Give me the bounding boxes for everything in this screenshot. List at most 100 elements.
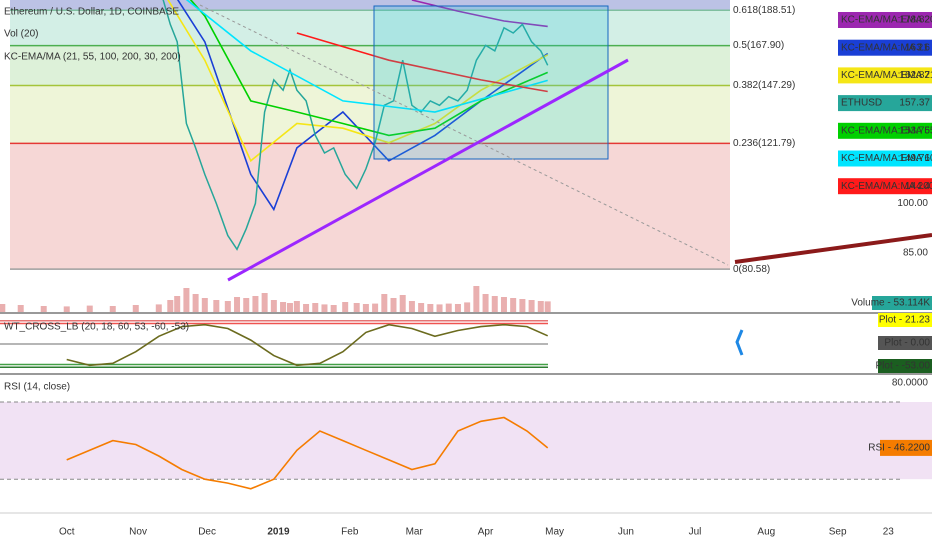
plot-tag-label: Plot - 0.00 [884,338,930,349]
value-tag [838,178,932,195]
volume-bar [261,293,268,312]
y-tick-label: 85.00 [903,248,928,259]
volume-bar [408,301,415,312]
tag-value: 157.37 [899,98,930,109]
volume-bar [544,301,551,312]
fib-band [10,45,730,86]
volume-bar [321,304,328,312]
rsi-band [0,402,932,480]
volume-bar [286,303,293,312]
volume-bar [201,298,208,312]
volume-bar [293,301,300,312]
drawings [0,4,932,514]
tag-value: 178.82 [899,15,930,26]
plot-tag [878,359,932,373]
volume-bar [109,306,116,312]
volume-bar [63,306,70,312]
volume-tag-label: Volume - 53.114K [851,298,930,309]
x-tick-label: Sep [829,527,847,538]
x-tick-label: Aug [757,527,775,538]
volume-bar [491,296,498,312]
ray-line [734,233,932,264]
volume-bar [464,302,471,312]
volume-bar [86,305,93,312]
volume-bar [0,304,6,312]
tag-name: ETHUSD [841,98,882,109]
fib-label: 0.382(147.29) [733,80,795,91]
volume-bar [213,300,220,312]
tag-value: 162.87 [899,70,930,81]
volume-bar [224,301,231,312]
value-tag [880,439,932,456]
volume-bar [280,302,287,312]
fib-band [10,85,730,144]
volume-bar [155,304,162,312]
tag-name: KC-EMA/MA:EMA 100 [841,153,932,164]
diagonal-line [199,4,729,266]
volume-bar [399,295,406,312]
volume-bar [174,296,181,312]
volume-bar [270,300,277,312]
value-tag [838,39,932,56]
fib-top-band [10,0,730,11]
box-drawing [373,5,609,160]
pane-subtitle: KC-EMA/MA (21, 55, 100, 200, 30, 200) [4,52,181,63]
volume-bar [528,300,535,312]
x-tick-label: Dec [198,527,216,538]
volume-bar [390,298,397,312]
tag-value: 149.76 [899,153,930,164]
series-line [162,0,549,251]
x-tick-label: Apr [478,527,494,538]
x-tick-label: May [545,527,564,538]
x-tick-label: 23 [883,527,895,538]
volume-bar [330,305,337,312]
tag-label: RSI - 46.2200 [868,443,930,454]
series-line [66,416,549,490]
value-tag [838,150,932,167]
tag-name: KC-EMA/MA:MA 200 [841,181,932,192]
volume-bar [445,303,452,312]
y-tick-label: 80.0000 [892,377,929,388]
volume-bar [519,299,526,312]
plot-tag [878,313,932,327]
volume-bar [312,303,319,312]
tag-name: KC-EMA/MA:EMA 55 [841,125,932,136]
volume-bar [303,304,310,312]
trend-line [227,58,629,282]
fib-label: 0.5(167.90) [733,40,784,51]
volume-bar [252,296,259,312]
volume-bar [40,306,47,312]
volume-bar [342,302,349,312]
value-tag [838,12,932,28]
x-tick-label: Jun [618,527,634,538]
arrow-icon [735,329,744,356]
series-line [167,0,549,163]
value-tag [838,95,932,112]
tag-value: 144.4 [905,181,930,192]
series-line [189,0,549,137]
fib-label: 0.236(121.79) [733,138,795,149]
volume-bar [537,301,544,312]
fib-label: 0.618(188.51) [733,5,795,16]
volume-bar [418,303,425,312]
volume-bar [353,303,360,312]
tag-value: 153.76 [899,125,930,136]
volume-bar [500,297,507,312]
volume-bar [482,294,489,312]
volume-bar [234,297,241,312]
tag-name: KC-EMA/MA:MA 21 [841,42,929,53]
x-tick-label: 2019 [267,527,290,538]
volume-bar [132,305,139,312]
volume-bar [436,304,443,312]
volume-bar [362,304,369,312]
volume-bar [243,298,250,312]
volume-tag [872,296,932,310]
value-tag [838,122,932,139]
plot-tag-label: Plot - -53.00 [876,361,931,372]
fib-label: 0(80.58) [733,264,770,275]
pane-title: Ethereum / U.S. Dollar, 1D, COINBASE [4,7,179,18]
volume-bar [510,298,517,312]
fib-band [10,10,730,46]
volume-bar [192,294,199,312]
